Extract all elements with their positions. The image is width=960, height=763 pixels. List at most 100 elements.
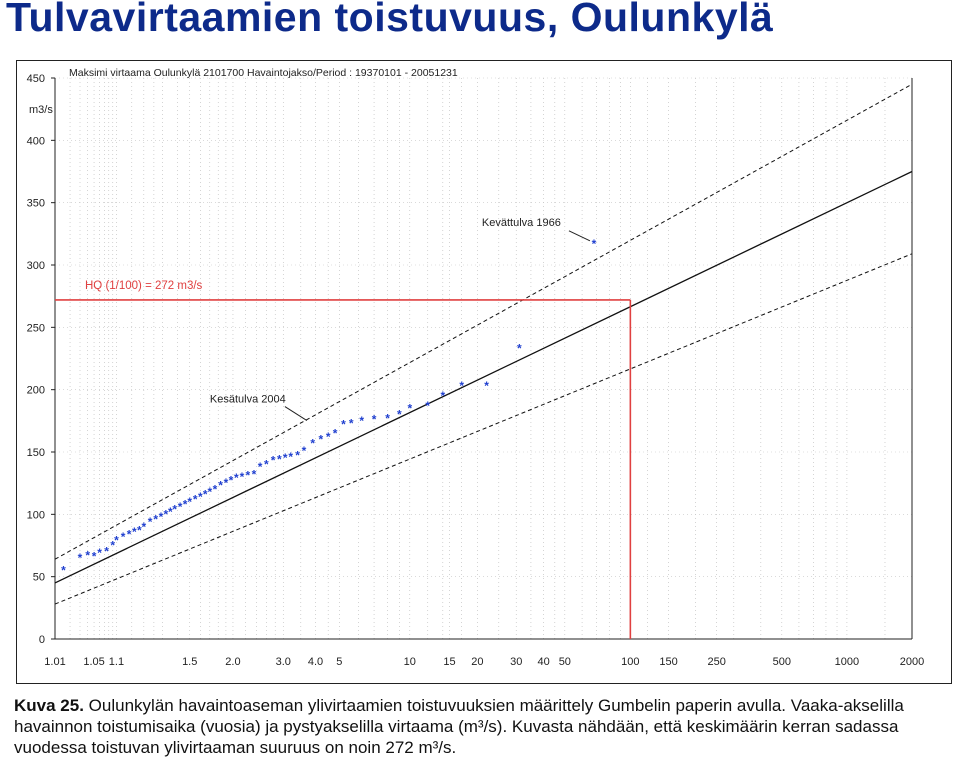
data-point: *: [172, 502, 177, 516]
x-tick-label: 5: [336, 656, 342, 668]
data-point: *: [349, 416, 354, 430]
hq-label: HQ (1/100) = 272 m3/s: [85, 280, 203, 292]
data-point: *: [459, 379, 464, 393]
data-point: *: [425, 399, 430, 413]
data-point: *: [104, 545, 109, 559]
x-tick-label: 1.01: [44, 656, 65, 668]
data-point: *: [85, 548, 90, 562]
x-tick-label: 40: [538, 656, 550, 668]
annotation-kesatulva: Kesätulva 2004: [210, 394, 286, 406]
data-point: *: [141, 520, 146, 534]
data-point: *: [271, 454, 276, 468]
y-tick-label: 150: [27, 447, 45, 459]
data-point: *: [203, 487, 208, 501]
data-point: *: [277, 452, 282, 466]
data-point: *: [372, 413, 377, 427]
y-tick-label: 350: [27, 198, 45, 210]
y-tick-label: 400: [27, 135, 45, 147]
page-title: Tulvavirtaamien toistuvuus, Oulunkylä: [6, 0, 774, 40]
data-point: *: [148, 515, 153, 529]
data-point: *: [333, 426, 338, 440]
data-point: *: [229, 474, 234, 488]
chart-title: Maksimi virtaama Oulunkylä 2101700 Havai…: [69, 67, 458, 79]
data-point: *: [264, 457, 269, 471]
data-point: *: [127, 527, 132, 541]
gumbel-chart: Maksimi virtaama Oulunkylä 2101700 Havai…: [27, 67, 925, 668]
data-point: *: [385, 411, 390, 425]
lower-confidence-line: [54, 253, 913, 605]
x-tick-label: 1.05: [83, 656, 104, 668]
data-point: *: [92, 550, 97, 564]
x-tick-label: 500: [773, 656, 791, 668]
data-point: *: [310, 436, 315, 450]
x-tick-label: 250: [707, 656, 725, 668]
data-point: *: [517, 342, 522, 356]
x-tick-label: 30: [510, 656, 522, 668]
data-point: *: [397, 408, 402, 422]
x-tick-label: 3.0: [276, 656, 291, 668]
data-point: *: [168, 505, 173, 519]
gumbel-fit-line: [54, 170, 913, 584]
upper-confidence-line: [54, 83, 913, 560]
data-point: *: [97, 546, 102, 560]
data-point: *: [341, 418, 346, 432]
data-point: *: [326, 430, 331, 444]
data-point: *: [295, 449, 300, 463]
y-axis-label: m3/s: [29, 104, 53, 116]
data-point: *: [318, 433, 323, 447]
data-point: *: [187, 495, 192, 509]
data-point: *: [252, 467, 257, 481]
data-point: *: [159, 510, 164, 524]
data-point: *: [592, 237, 597, 251]
data-point: *: [153, 512, 158, 526]
data-point: *: [440, 389, 445, 403]
data-point: *: [213, 482, 218, 496]
data-point: *: [207, 485, 212, 499]
x-tick-label: 150: [659, 656, 677, 668]
x-tick-label: 2000: [900, 656, 924, 668]
data-point: *: [359, 414, 364, 428]
data-point: *: [218, 479, 223, 493]
x-tick-label: 20: [471, 656, 483, 668]
x-tick-label: 1000: [835, 656, 859, 668]
caption-text: Oulunkylän havaintoaseman ylivirtaamien …: [14, 696, 904, 757]
annotation-leader-kevattulva: [568, 230, 591, 242]
data-point: *: [234, 471, 239, 485]
y-tick-label: 200: [27, 385, 45, 397]
data-point: *: [110, 539, 115, 553]
data-point: *: [178, 500, 183, 514]
data-point: *: [198, 490, 203, 504]
data-point: *: [240, 470, 245, 484]
x-tick-label: 4.0: [308, 656, 323, 668]
data-point: *: [302, 444, 307, 458]
data-point: *: [78, 551, 83, 565]
x-tick-label: 1.1: [109, 656, 124, 668]
data-point: *: [61, 563, 66, 577]
x-tick-label: 10: [404, 656, 416, 668]
data-point: *: [288, 450, 293, 464]
figure-caption: Kuva 25. Oulunkylän havaintoaseman ylivi…: [14, 695, 948, 758]
y-tick-label: 50: [33, 572, 45, 584]
data-point: *: [407, 401, 412, 415]
x-tick-label: 2.0: [225, 656, 240, 668]
annotation-kevattulva: Kevättulva 1966: [482, 217, 561, 229]
data-point: *: [193, 492, 198, 506]
data-point: *: [132, 525, 137, 539]
data-point: *: [183, 497, 188, 511]
data-point: *: [484, 379, 489, 393]
data-point: *: [224, 476, 229, 490]
data-point: *: [283, 451, 288, 465]
data-point: *: [114, 534, 119, 548]
chart-container: Maksimi virtaama Oulunkylä 2101700 Havai…: [16, 60, 952, 684]
y-tick-label: 0: [39, 634, 45, 646]
y-tick-label: 100: [27, 509, 45, 521]
x-tick-label: 1.5: [182, 656, 197, 668]
y-tick-label: 250: [27, 322, 45, 334]
y-tick-label: 300: [27, 260, 45, 272]
data-point: *: [246, 469, 251, 483]
x-tick-label: 50: [559, 656, 571, 668]
annotation-leader-kesatulva: [284, 406, 308, 421]
data-point: *: [163, 507, 168, 521]
y-tick-label: 450: [27, 73, 45, 85]
x-tick-label: 15: [443, 656, 455, 668]
